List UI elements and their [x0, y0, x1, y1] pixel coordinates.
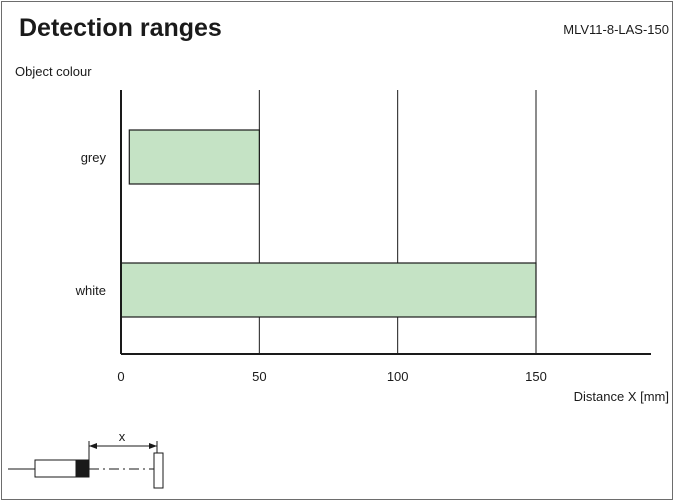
model-label: MLV11-8-LAS-150 — [563, 22, 669, 37]
bar-white — [120, 262, 537, 318]
x-tick-label: 100 — [387, 369, 409, 384]
sensor-body — [34, 459, 77, 478]
target-object — [153, 452, 164, 489]
category-label: white — [75, 283, 106, 298]
bar-grey — [128, 129, 260, 185]
dimension-label: x — [119, 429, 126, 444]
y-axis-label: Object colour — [15, 64, 92, 79]
dimension-arrow-right — [149, 443, 157, 449]
category-label: grey — [81, 150, 107, 165]
sensor-lens — [75, 459, 90, 478]
x-axis-title: Distance X [mm] — [574, 389, 669, 404]
chart-title: Detection ranges — [19, 14, 222, 42]
x-tick-label: 50 — [252, 369, 266, 384]
x-tick-label: 150 — [525, 369, 547, 384]
x-tick-label: 0 — [117, 369, 124, 384]
dimension-arrow-left — [89, 443, 97, 449]
